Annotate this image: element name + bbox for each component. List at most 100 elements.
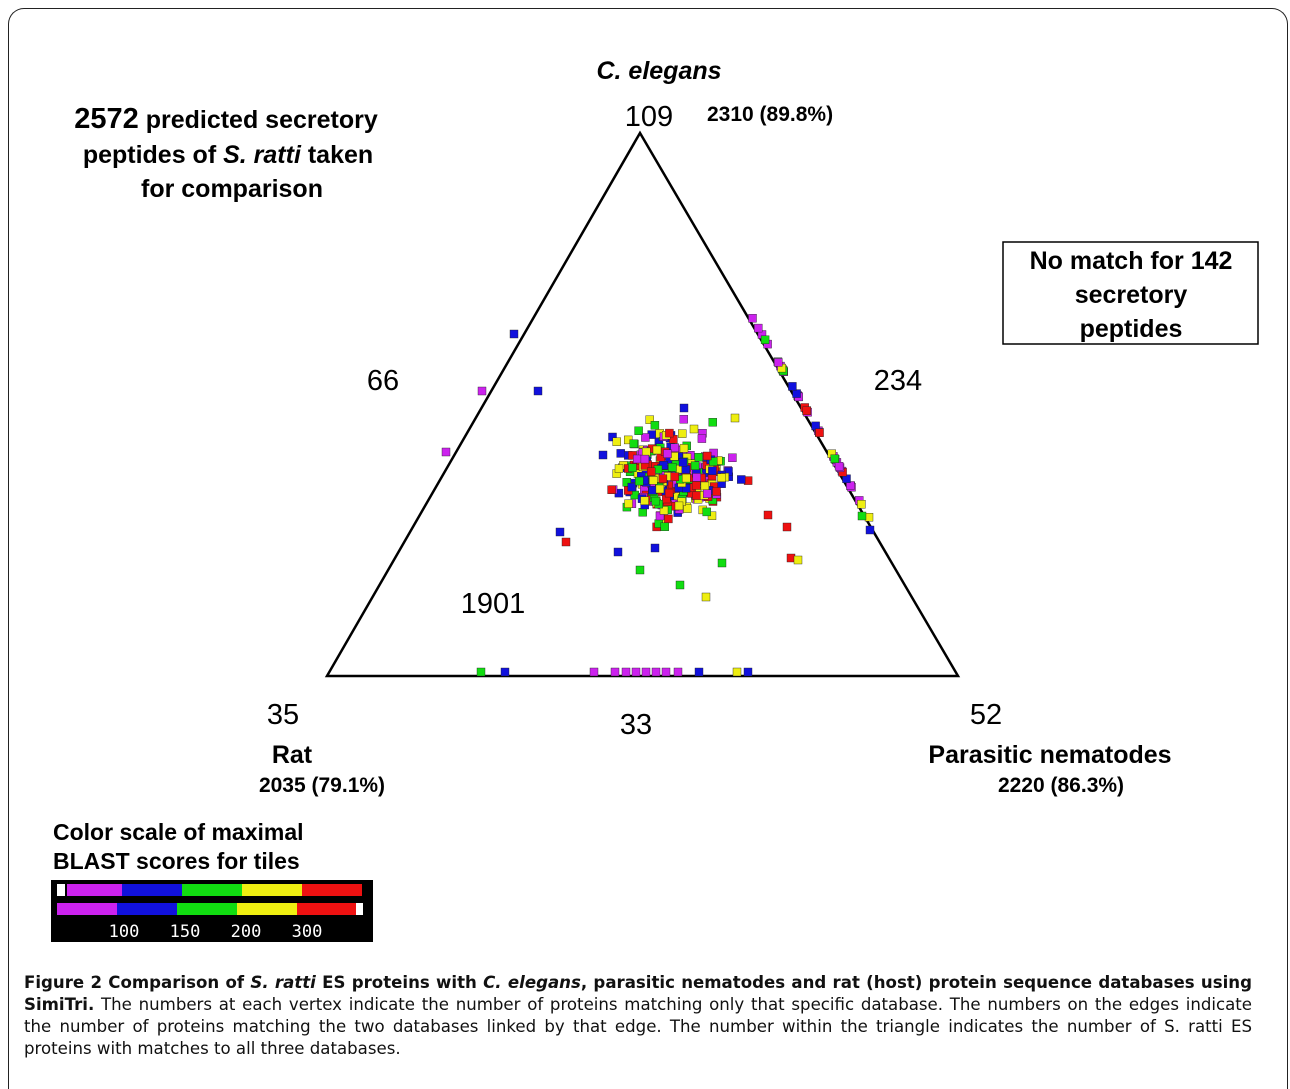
tile-point	[670, 472, 679, 481]
tile-point	[697, 434, 707, 443]
left-total: 2035 (79.1%)	[259, 774, 385, 797]
bottom-edge-count: 33	[620, 709, 652, 741]
tile-point	[622, 478, 631, 487]
no-match-line-2: secretory	[1075, 281, 1188, 309]
tile-point	[659, 506, 669, 515]
tile-point	[701, 592, 711, 602]
tile-point	[628, 463, 637, 472]
tile-point	[509, 329, 519, 339]
tile-point	[500, 667, 510, 677]
tile-point	[627, 482, 636, 492]
tile-point	[673, 667, 683, 677]
tile-point	[865, 525, 875, 535]
tile-point	[607, 485, 616, 494]
tile-point	[635, 476, 644, 486]
tile-point	[640, 454, 650, 464]
scale-tick-label: 200	[231, 922, 262, 942]
left-edge-count: 66	[367, 365, 399, 397]
scale-swatch-top	[242, 884, 302, 896]
tile-point	[624, 499, 633, 508]
tile-point	[658, 474, 668, 483]
tile-point	[650, 421, 660, 430]
tile-point	[648, 486, 657, 495]
simitri-figure: C. elegans 109 2310 (89.8%) 35 Rat 2035 …	[51, 57, 1259, 942]
tile-point	[782, 522, 792, 532]
tile-point	[608, 432, 617, 442]
tile-point	[678, 429, 687, 438]
scale-swatch-top	[302, 884, 362, 896]
tile-point	[694, 453, 703, 462]
center-count: 1901	[461, 588, 526, 620]
intro-line-1: 2572 predicted secretory	[74, 103, 378, 135]
no-match-line-1: No match for 142	[1030, 247, 1233, 275]
color-scale-title-1: Color scale of maximal	[53, 819, 304, 845]
left-vertex-count: 35	[267, 699, 299, 731]
tile-point	[634, 426, 643, 435]
tile-point	[674, 501, 684, 511]
tile-point	[476, 667, 486, 677]
tile-point	[659, 461, 668, 470]
tile-point	[708, 466, 717, 475]
tile-point	[857, 500, 866, 509]
tile-point	[663, 449, 672, 458]
tile-point	[748, 314, 757, 323]
tile-point	[683, 504, 692, 513]
tile-point	[638, 508, 647, 517]
right-vertex-label: Parasitic nematodes	[928, 741, 1171, 769]
tile-point	[633, 454, 642, 464]
right-total: 2220 (86.3%)	[998, 774, 1124, 797]
caption-title: Comparison of S. ratti ES proteins with …	[24, 973, 1252, 1014]
tile-point	[631, 667, 641, 677]
tile-point	[621, 667, 631, 677]
tile-point	[645, 415, 654, 424]
figure-caption: Figure 2 Comparison of S. ratti ES prote…	[24, 972, 1252, 1060]
figure-frame	[8, 8, 1288, 1089]
tile-point	[629, 439, 638, 448]
scale-swatch-top	[182, 884, 242, 896]
tile-point	[692, 481, 701, 490]
top-vertex-count: 109	[625, 101, 673, 133]
tile-point	[702, 507, 711, 517]
tile-point	[743, 667, 753, 677]
tile-point	[647, 467, 656, 476]
scale-end-white	[356, 903, 363, 915]
tile-points	[441, 314, 875, 677]
tile-point	[730, 413, 740, 423]
tile-point	[670, 443, 679, 452]
tile-point	[614, 464, 624, 473]
scale-swatch-bottom	[297, 903, 357, 915]
tile-point	[441, 447, 451, 457]
tile-point	[640, 496, 649, 505]
tile-point	[690, 461, 700, 470]
tile-point	[732, 667, 742, 677]
tile-point	[709, 457, 718, 466]
tile-point	[477, 386, 487, 396]
simitri-triangle	[324, 130, 961, 678]
tile-point	[675, 580, 685, 590]
tile-point	[754, 323, 763, 333]
tile-point	[678, 458, 688, 467]
tile-point	[692, 473, 701, 482]
scale-swatch-bottom	[237, 903, 297, 915]
top-total: 2310 (89.8%)	[707, 103, 833, 126]
tile-point	[703, 451, 712, 461]
tile-point	[712, 487, 721, 496]
scale-swatch-top	[67, 884, 122, 896]
tile-point	[612, 437, 621, 446]
tile-point	[661, 667, 671, 677]
scale-tick-label: 100	[109, 922, 140, 942]
tile-point	[650, 543, 660, 553]
tile-point	[774, 358, 783, 367]
top-vertex-label: C. elegans	[596, 57, 721, 85]
tile-point	[689, 424, 699, 434]
tile-point	[668, 463, 677, 472]
color-scale-title-2: BLAST scores for tiles	[53, 848, 300, 874]
tile-point	[660, 522, 669, 531]
tile-point	[651, 496, 660, 506]
tile-point	[664, 488, 674, 498]
tile-point	[786, 553, 796, 563]
tile-point	[763, 510, 773, 520]
tile-point	[834, 462, 844, 471]
right-edge-count: 234	[874, 365, 922, 397]
tile-point	[641, 667, 651, 677]
